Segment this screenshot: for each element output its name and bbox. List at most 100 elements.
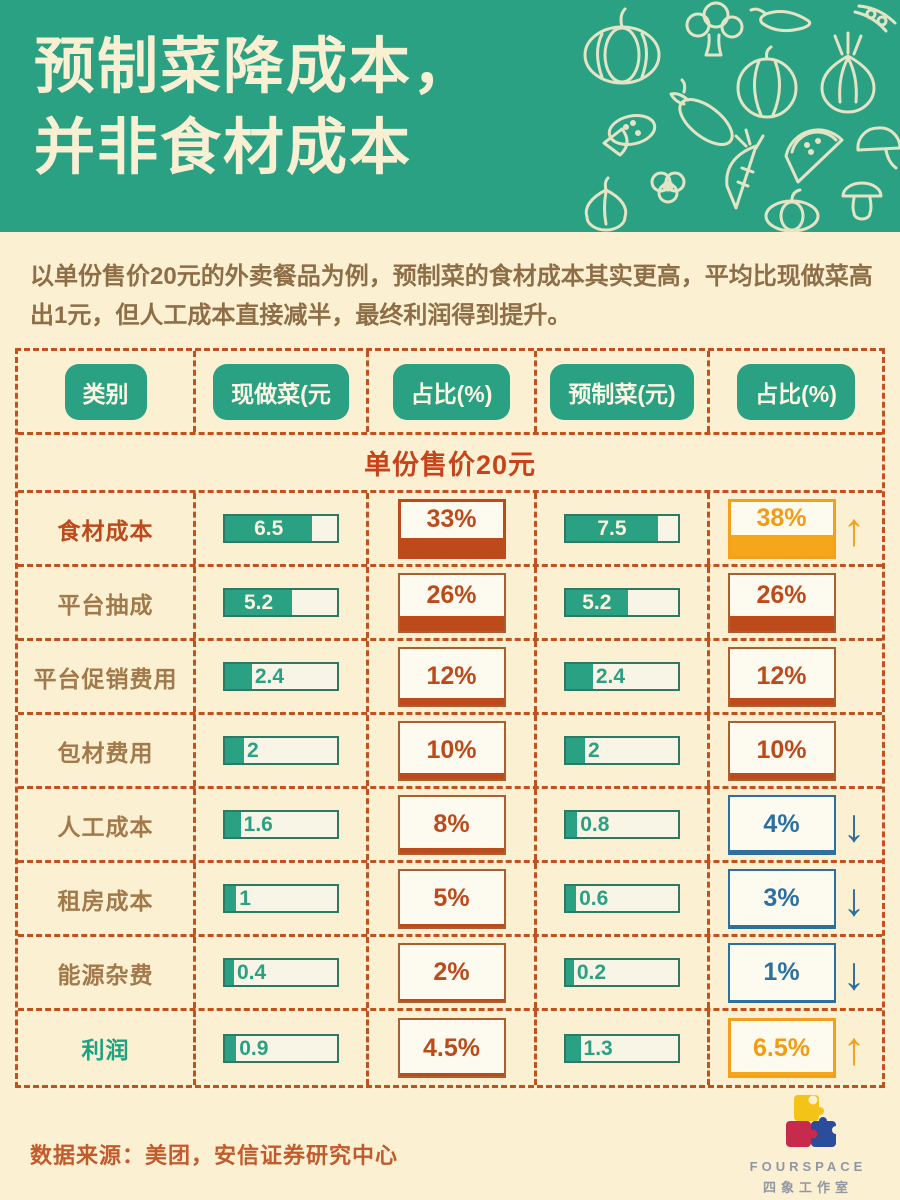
share-fill — [399, 999, 504, 1001]
share-wrap: 38% ↑ — [727, 498, 866, 559]
share-wrap: 4.5% — [397, 1018, 506, 1078]
premade-share-cell: 6.5% ↑ — [710, 1011, 882, 1085]
fresh-cell: 1 — [196, 863, 369, 934]
share-box: 8% — [397, 794, 506, 855]
small-pumpkin-icon — [764, 188, 820, 232]
table-row: 能源杂费 0.4 2% 0.2 1% ↓ — [18, 937, 882, 1011]
bar-fill — [225, 886, 237, 911]
header-pill-premade: 预制菜(元) — [550, 363, 694, 420]
share-wrap: 2% — [397, 942, 506, 1003]
bar-fill: 5.2 — [566, 590, 628, 615]
share-value: 12% — [756, 662, 807, 690]
header-cell-premade-share: 占比(%) — [710, 351, 882, 432]
row-label: 平台抽成 — [57, 591, 154, 618]
share-box: 12% — [727, 646, 836, 707]
premade-cell: 2.4 — [537, 641, 710, 712]
share-box: 26% — [727, 572, 836, 633]
table-row: 平台抽成 5.2 26% 5.2 26% — [18, 567, 882, 641]
share-wrap: 10% — [397, 720, 506, 781]
onion-icon — [820, 31, 876, 114]
category-cell: 利润 — [18, 1011, 196, 1085]
premade-value-bar: 2 — [564, 736, 680, 765]
bar-fill: 6.5 — [225, 516, 313, 541]
fresh-value-bar: 6.5 — [223, 514, 339, 543]
share-fill — [729, 924, 834, 927]
share-value: 10% — [756, 736, 807, 764]
share-fill — [399, 615, 504, 631]
fresh-share-cell: 10% — [369, 715, 537, 786]
trend-down-icon: ↓ — [842, 946, 866, 999]
share-box: 12% — [397, 646, 506, 707]
share-fill — [730, 1071, 833, 1075]
table-row: 平台促销费用 2.4 12% 2.4 12% — [18, 641, 882, 715]
garlic-icon — [584, 176, 628, 232]
eggplant-icon — [669, 78, 734, 146]
share-value: 38% — [756, 503, 807, 532]
premade-cell: 7.5 — [537, 493, 710, 564]
bar-fill — [566, 664, 593, 689]
bar-value: 0.8 — [580, 813, 610, 836]
share-value: 5% — [433, 884, 470, 912]
share-box: 26% — [397, 572, 506, 633]
pumpkin-icon — [583, 7, 661, 85]
bar-fill — [566, 812, 578, 837]
share-wrap: 5% — [397, 868, 506, 929]
share-box: 2% — [397, 942, 506, 1003]
category-cell: 平台促销费用 — [18, 641, 196, 712]
fresh-share-cell: 4.5% — [369, 1011, 537, 1085]
share-box: 38% — [727, 498, 836, 559]
intro-paragraph: 以单份售价20元的外卖餐品为例，预制菜的食材成本其实更高，平均比现做菜高出1元，… — [30, 263, 873, 329]
pea-pod-icon — [853, 4, 897, 33]
fresh-value-bar: 2.4 — [223, 662, 339, 691]
bar-value: 1.3 — [583, 1036, 613, 1060]
melon-slice-icon — [784, 128, 844, 184]
header-pill-premade-share: 占比(%) — [737, 363, 855, 420]
fresh-value-bar: 5.2 — [223, 588, 339, 617]
share-fill — [399, 1073, 504, 1076]
row-label: 利润 — [81, 1037, 130, 1063]
fresh-value-bar: 1.6 — [223, 810, 339, 839]
share-box: 4% — [727, 794, 836, 855]
bar-fill — [225, 960, 234, 985]
bar-value: 2.4 — [254, 665, 285, 688]
bar-fill — [566, 1035, 581, 1061]
share-value: 26% — [756, 580, 807, 609]
share-value: 6.5% — [753, 1033, 810, 1062]
share-fill — [729, 850, 834, 853]
premade-cell: 1.3 — [537, 1011, 710, 1085]
premade-value-bar: 5.2 — [564, 588, 680, 617]
row-label: 人工成本 — [57, 813, 154, 840]
trend-up-icon: ↑ — [842, 502, 866, 555]
share-fill — [399, 772, 504, 779]
bar-value: 6.5 — [254, 517, 284, 540]
bar-fill — [566, 738, 586, 763]
bar-value: 7.5 — [597, 517, 627, 540]
bar-fill — [225, 664, 252, 689]
data-source-note: 数据来源：美团，安信证券研究中心 — [30, 1143, 399, 1168]
bar-fill — [225, 1035, 237, 1061]
share-value: 33% — [426, 505, 477, 534]
share-value: 12% — [426, 662, 477, 690]
premade-value-bar: 0.2 — [564, 958, 680, 987]
fresh-cell: 1.6 — [196, 789, 369, 860]
bar-value: 5.2 — [582, 591, 612, 614]
fourspace-logo-icon — [786, 1095, 840, 1147]
table-body: 食材成本 6.5 33% 7.5 38% ↑ 平台抽成 5.2 26% 5.2 26% 平台促销费用 2… — [18, 493, 882, 1085]
potato-icon — [602, 113, 657, 157]
bar-value: 2 — [247, 739, 259, 762]
fresh-cell: 6.5 — [196, 493, 369, 564]
share-value: 4.5% — [423, 1033, 480, 1062]
chili-pepper-icon — [749, 7, 812, 33]
bar-fill — [225, 738, 245, 763]
premade-share-cell: 3% ↓ — [710, 863, 882, 934]
header-cell-fresh: 现做菜(元 — [196, 351, 369, 432]
category-cell: 平台抽成 — [18, 567, 196, 638]
table-row: 食材成本 6.5 33% 7.5 38% ↑ — [18, 493, 882, 567]
category-cell: 能源杂费 — [18, 937, 196, 1008]
fresh-cell: 2 — [196, 715, 369, 786]
bar-fill: 7.5 — [566, 516, 658, 541]
fresh-share-cell: 12% — [369, 641, 537, 712]
share-fill — [730, 534, 833, 556]
bar-value: 2 — [588, 739, 600, 762]
premade-value-bar: 0.8 — [564, 810, 680, 839]
